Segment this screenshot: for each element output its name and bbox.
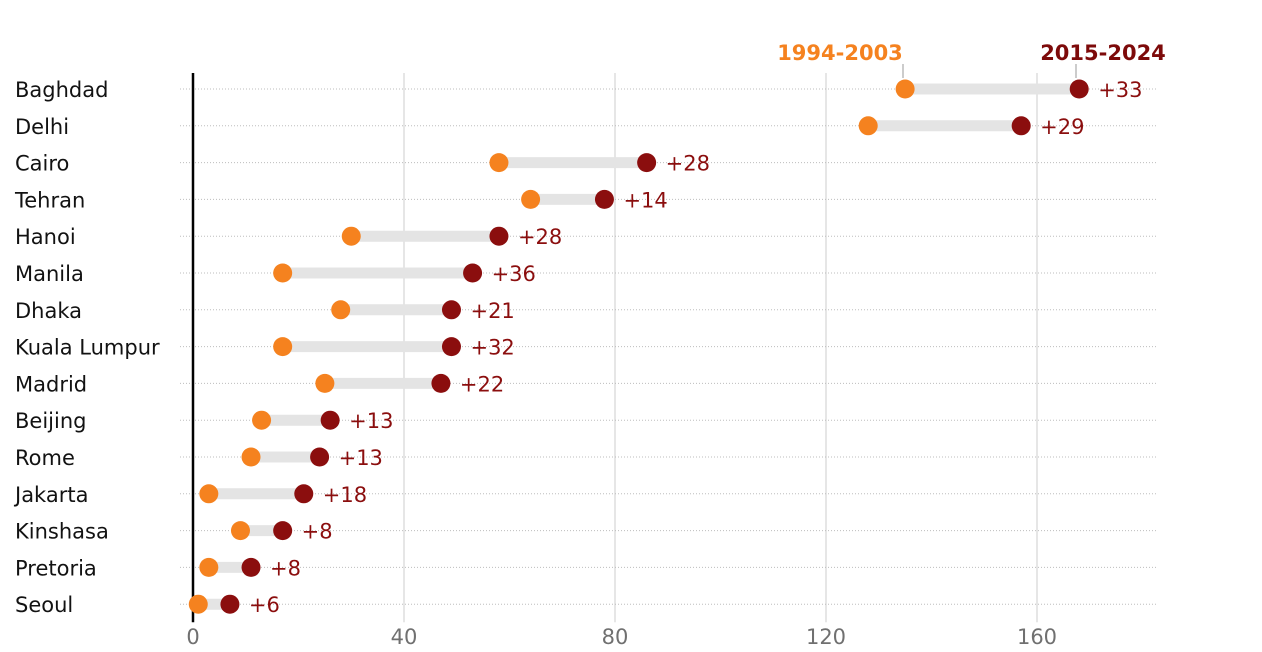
category-label-cairo: Cairo	[15, 152, 69, 176]
x-tick-label-120: 120	[806, 625, 846, 649]
dot-1994-2003-kuala-lumpur	[273, 337, 293, 357]
change-label-seoul: +6	[249, 593, 280, 617]
x-tick-label-0: 0	[186, 625, 199, 649]
change-label-kuala-lumpur: +32	[470, 336, 514, 360]
label-layer: Baghdad +33 Delhi +29 Cairo +28 Tehran +14 Hanoi…	[13, 78, 1143, 617]
dot-1994-2003-kinshasa	[230, 521, 250, 541]
dot-1994-2003-baghdad	[895, 79, 915, 99]
change-label-baghdad: +33	[1098, 78, 1142, 102]
dot-1994-2003-madrid	[315, 373, 335, 393]
category-label-tehran: Tehran	[14, 188, 85, 212]
change-label-delhi: +29	[1040, 115, 1084, 139]
change-label-beijing: +13	[349, 409, 393, 433]
dot-2015-2024-dhaka	[441, 300, 461, 320]
dot-2015-2024-hanoi	[489, 226, 509, 246]
dot-1994-2003-beijing	[252, 410, 272, 430]
category-label-madrid: Madrid	[15, 372, 87, 396]
dot-1994-2003-pretoria	[199, 557, 219, 577]
dot-2015-2024-jakarta	[294, 484, 314, 504]
dot-2015-2024-rome	[310, 447, 330, 467]
category-label-baghdad: Baghdad	[15, 78, 108, 102]
legend-label-1994-2003: 1994-2003	[777, 41, 903, 65]
dot-2015-2024-pretoria	[241, 557, 261, 577]
category-label-dhaka: Dhaka	[15, 299, 82, 323]
change-label-madrid: +22	[460, 372, 504, 396]
dot-2015-2024-madrid	[431, 373, 451, 393]
dot-1994-2003-tehran	[521, 189, 541, 209]
dot-1994-2003-dhaka	[331, 300, 351, 320]
dot-2015-2024-kuala-lumpur	[441, 337, 461, 357]
dot-1994-2003-cairo	[489, 153, 509, 173]
dot-1994-2003-delhi	[858, 116, 878, 136]
change-label-dhaka: +21	[470, 299, 514, 323]
dot-2015-2024-kinshasa	[273, 521, 293, 541]
change-label-tehran: +14	[623, 188, 667, 212]
dot-2015-2024-cairo	[637, 153, 657, 173]
category-label-delhi: Delhi	[15, 115, 69, 139]
category-label-rome: Rome	[15, 446, 75, 470]
category-label-kuala-lumpur: Kuala Lumpur	[15, 336, 160, 360]
legend: 1994-2003 2015-2024	[777, 41, 1166, 78]
dot-1994-2003-rome	[241, 447, 261, 467]
dot-2015-2024-beijing	[320, 410, 340, 430]
legend-label-2015-2024: 2015-2024	[1040, 41, 1166, 65]
x-tick-label-160: 160	[1017, 625, 1057, 649]
category-label-pretoria: Pretoria	[15, 556, 97, 580]
change-label-jakarta: +18	[323, 483, 367, 507]
category-label-hanoi: Hanoi	[15, 225, 76, 249]
dot-2015-2024-seoul	[220, 594, 240, 614]
x-axis-ticks: 0 40 80 120 160	[186, 625, 1057, 649]
dot-2015-2024-manila	[463, 263, 483, 283]
dot-1994-2003-hanoi	[341, 226, 361, 246]
change-label-kinshasa: +8	[302, 520, 333, 544]
change-label-rome: +13	[339, 446, 383, 470]
dot-1994-2003-jakarta	[199, 484, 219, 504]
dot-2015-2024-delhi	[1011, 116, 1031, 136]
category-label-manila: Manila	[15, 262, 84, 286]
x-tick-label-80: 80	[602, 625, 629, 649]
dot-2015-2024-tehran	[594, 189, 614, 209]
category-label-seoul: Seoul	[15, 593, 73, 617]
change-label-pretoria: +8	[270, 556, 301, 580]
dot-1994-2003-seoul	[188, 594, 208, 614]
dot-2015-2024-baghdad	[1069, 79, 1089, 99]
dot-1994-2003-manila	[273, 263, 293, 283]
change-label-hanoi: +28	[518, 225, 562, 249]
category-label-beijing: Beijing	[15, 409, 86, 433]
category-label-kinshasa: Kinshasa	[15, 520, 109, 544]
dot-layer	[188, 79, 1089, 614]
x-tick-label-40: 40	[391, 625, 418, 649]
change-label-manila: +36	[492, 262, 536, 286]
category-label-jakarta: Jakarta	[13, 483, 88, 507]
change-label-cairo: +28	[666, 152, 710, 176]
